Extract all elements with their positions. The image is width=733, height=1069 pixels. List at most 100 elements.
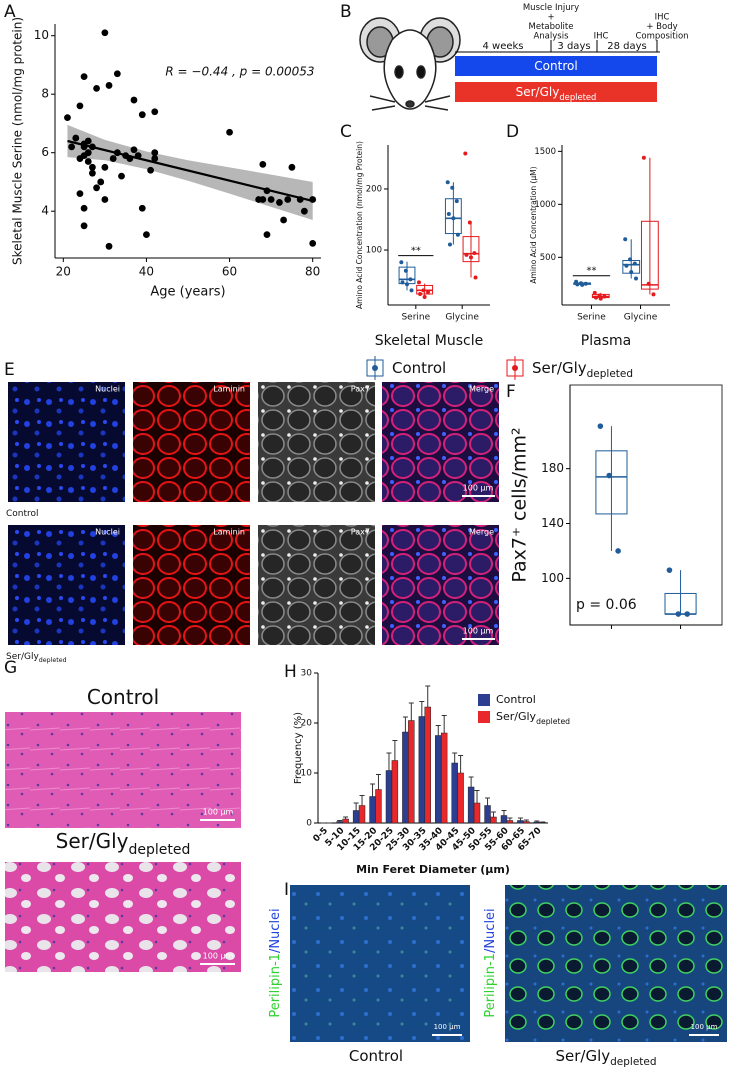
stain-label: Laminin	[213, 528, 245, 537]
micrograph	[382, 382, 499, 502]
event-label: Muscle Injury	[523, 3, 579, 13]
point	[101, 196, 109, 203]
point	[288, 163, 296, 171]
x-tick-label: Serine	[577, 313, 606, 323]
y-tick-label: 10	[34, 28, 49, 42]
point	[575, 282, 580, 287]
fit-line	[67, 139, 313, 203]
bar	[358, 805, 366, 824]
legend-dot	[512, 365, 518, 371]
point	[151, 149, 159, 157]
scale-label: 100 µm	[203, 952, 234, 961]
label-text: Ser/Gly	[496, 710, 537, 723]
micrograph	[258, 525, 375, 645]
stain-label: Nuclei	[95, 385, 120, 394]
bar	[352, 810, 360, 824]
point	[68, 143, 76, 151]
counterstain-name: /Nuclei	[268, 908, 283, 953]
group-bar	[455, 82, 657, 102]
panel-letter: F	[506, 382, 516, 402]
bar	[484, 805, 491, 824]
x-tick-label: 80	[305, 265, 320, 279]
point	[113, 149, 121, 157]
interval-label: 4 weeks	[482, 41, 523, 52]
bar	[402, 731, 409, 824]
confidence-band	[67, 124, 313, 220]
bar	[467, 786, 475, 824]
micrograph	[8, 525, 125, 645]
point	[93, 84, 100, 92]
point	[473, 275, 478, 280]
label: Control	[6, 509, 39, 519]
micrograph	[382, 525, 499, 645]
bar	[451, 762, 458, 824]
y-tick-label: 4	[41, 204, 49, 218]
point	[226, 128, 233, 136]
box	[444, 198, 462, 235]
bar	[539, 822, 546, 824]
legend-swatch	[478, 711, 490, 723]
y-tick-label: 1500	[534, 147, 556, 157]
point	[445, 180, 450, 185]
point	[624, 263, 629, 268]
point	[80, 73, 88, 81]
label-text: Ser/Gly	[532, 359, 587, 377]
point	[409, 288, 414, 293]
point	[598, 296, 603, 301]
bar	[506, 820, 514, 824]
point	[263, 231, 271, 239]
point	[408, 277, 413, 282]
point	[418, 292, 423, 297]
point	[651, 292, 656, 297]
panel-letter: H	[284, 662, 297, 682]
y-tick-label: 180	[541, 461, 564, 475]
scale-label: 100 µm	[691, 1023, 718, 1031]
point	[455, 232, 460, 237]
panel-letter: A	[4, 2, 16, 22]
point	[641, 155, 646, 160]
point	[580, 282, 585, 287]
histology-image	[5, 862, 241, 972]
point	[446, 212, 451, 217]
annotation: **	[411, 246, 421, 257]
interval-label: 28 days	[607, 41, 647, 52]
label-text: Ser/Gly	[555, 1047, 610, 1065]
y-tick-label: 6	[41, 145, 49, 159]
box	[462, 236, 480, 263]
label: Ser/Glydepleted	[532, 359, 633, 381]
point	[592, 290, 597, 295]
bar	[523, 821, 530, 824]
micrograph	[8, 382, 125, 502]
bar	[369, 796, 376, 824]
point	[634, 276, 639, 281]
panel-letter: E	[4, 360, 15, 380]
point	[76, 102, 84, 110]
y-tick-label: 1000	[534, 200, 556, 210]
micrograph	[133, 525, 250, 645]
point	[101, 163, 109, 171]
point	[84, 137, 92, 145]
point	[629, 270, 634, 275]
y-tick-label: 500	[540, 253, 556, 263]
y-tick-label: 0	[306, 819, 312, 829]
stain-label: Pax7	[351, 528, 370, 537]
bar	[473, 802, 481, 824]
event-label: Metabolite	[529, 22, 574, 32]
bar	[418, 716, 426, 824]
stain-label: Merge	[469, 385, 494, 394]
bar	[435, 735, 442, 824]
point	[64, 114, 71, 121]
point	[134, 152, 142, 160]
label-text: Ser/Gly	[6, 652, 39, 662]
point	[646, 281, 651, 286]
stain-label: Merge	[469, 528, 494, 537]
label-text: Control	[87, 685, 159, 709]
point	[138, 204, 146, 212]
point	[472, 251, 477, 256]
point	[84, 158, 92, 165]
point	[143, 231, 150, 239]
legend-dot	[372, 365, 378, 371]
x-axis-label: Skeletal Muscle	[375, 333, 483, 349]
point	[593, 295, 598, 300]
bar	[385, 770, 393, 824]
